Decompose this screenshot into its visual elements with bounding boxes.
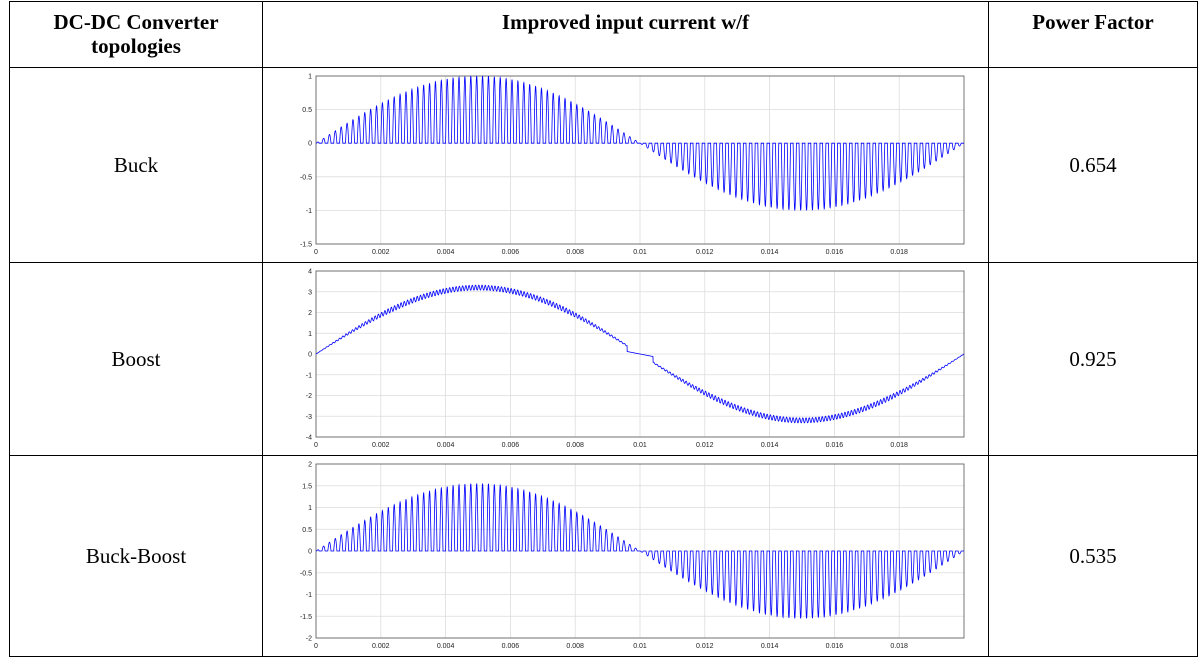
x-tick-label: 0.004: [436, 643, 454, 650]
x-tick-label: 0.008: [566, 249, 584, 256]
y-tick-label: -1.5: [299, 614, 311, 621]
y-tick-label: 1: [308, 331, 312, 338]
y-tick-label: -4: [305, 435, 311, 442]
x-tick-label: 0.002: [372, 442, 390, 449]
y-tick-label: -0.5: [299, 174, 311, 181]
waveform-series: [315, 284, 964, 424]
x-tick-label: 0.006: [501, 249, 519, 256]
x-tick-label: 0.008: [566, 643, 584, 650]
y-tick-label: 0: [308, 352, 312, 359]
table-row: Buck-Boost 0 0.002 0.004 0.006 0.008 0.01 0.01…: [9, 455, 1198, 657]
x-tick-label: 0.004: [436, 249, 454, 256]
y-tick-label: 4: [308, 269, 312, 276]
x-tick-label: 0.016: [825, 249, 843, 256]
y-tick-label: 3: [308, 289, 312, 296]
y-tick-label: -3: [305, 414, 311, 421]
y-tick-label: -2: [305, 636, 311, 643]
x-tick-label: 0.002: [372, 643, 390, 650]
header-topologies: DC-DC Converter topologies: [9, 1, 263, 68]
x-tick-label: 0.014: [760, 442, 778, 449]
x-tick-label: 0: [314, 643, 318, 650]
y-tick-label: 0.5: [302, 527, 312, 534]
y-tick-label: 0: [308, 141, 312, 148]
x-tick-label: 0.006: [501, 643, 519, 650]
topology-label: Buck-Boost: [9, 455, 263, 657]
x-tick-label: 0.014: [760, 643, 778, 650]
x-tick-label: 0.018: [890, 643, 908, 650]
y-tick-label: 0.5: [302, 107, 312, 114]
comparison-table: DC-DC Converter topologies Improved inpu…: [9, 1, 1198, 657]
x-tick-label: 0.01: [633, 249, 647, 256]
waveform-cell: 0 0.002 0.004 0.006 0.008 0.01 0.012 0.014 0.016…: [262, 455, 989, 657]
header-waveform: Improved input current w/f: [262, 1, 989, 68]
x-tick-label: 0.008: [566, 442, 584, 449]
waveform-cell: 0 0.002 0.004 0.006 0.008 0.01 0.012 0.014 0.016…: [262, 262, 989, 456]
header-power-factor: Power Factor: [988, 1, 1198, 68]
topology-label: Boost: [9, 262, 263, 456]
y-tick-label: 0: [308, 549, 312, 556]
y-tick-label: -1: [305, 372, 311, 379]
y-tick-label: 2: [308, 462, 312, 469]
y-tick-label: 1.5: [302, 483, 312, 490]
x-tick-label: 0.012: [696, 249, 714, 256]
x-tick-label: 0.012: [696, 643, 714, 650]
y-tick-label: 2: [308, 310, 312, 317]
x-tick-label: 0.006: [501, 442, 519, 449]
waveform-series: [315, 75, 964, 211]
x-tick-label: 0: [314, 442, 318, 449]
x-tick-label: 0.012: [696, 442, 714, 449]
y-tick-label: -1.5: [299, 242, 311, 249]
power-factor-value: 0.654: [988, 67, 1198, 263]
y-tick-label: -1: [305, 208, 311, 215]
plot-frame: [315, 75, 964, 245]
x-tick-label: 0.014: [760, 249, 778, 256]
x-tick-label: 0.016: [825, 643, 843, 650]
y-tick-label: -1: [305, 592, 311, 599]
power-factor-value: 0.925: [988, 262, 1198, 456]
table-row: Buck 0 0.002 0.004 0.006 0.008 0.01 0.012 0.014…: [9, 67, 1198, 263]
x-tick-label: 0.01: [633, 442, 647, 449]
y-tick-label: 1: [308, 505, 312, 512]
x-tick-label: 0.018: [890, 442, 908, 449]
y-tick-label: -0.5: [299, 570, 311, 577]
x-tick-label: 0.004: [436, 442, 454, 449]
waveform-series: [315, 483, 964, 619]
topology-label: Buck: [9, 67, 263, 263]
x-tick-label: 0.002: [372, 249, 390, 256]
buck-boost-waveform-chart: 0 0.002 0.004 0.006 0.008 0.01 0.012 0.014 0.016…: [299, 462, 964, 650]
header-row: DC-DC Converter topologies Improved inpu…: [9, 1, 1198, 68]
y-tick-label: -2: [305, 393, 311, 400]
x-tick-label: 0: [314, 249, 318, 256]
buck-waveform-chart: 0 0.002 0.004 0.006 0.008 0.01 0.012 0.014 0.016…: [299, 74, 964, 256]
boost-waveform-chart: 0 0.002 0.004 0.006 0.008 0.01 0.012 0.014 0.016…: [305, 269, 964, 449]
waveform-cell: 0 0.002 0.004 0.006 0.008 0.01 0.012 0.014 0.016…: [262, 67, 989, 263]
x-tick-label: 0.01: [633, 643, 647, 650]
y-tick-label: 1: [308, 74, 312, 81]
power-factor-value: 0.535: [988, 455, 1198, 657]
x-tick-label: 0.018: [890, 249, 908, 256]
table-row: Boost 0 0.002 0.004 0.006 0.008 0.01 0.012 0.01…: [9, 262, 1198, 456]
x-tick-label: 0.016: [825, 442, 843, 449]
